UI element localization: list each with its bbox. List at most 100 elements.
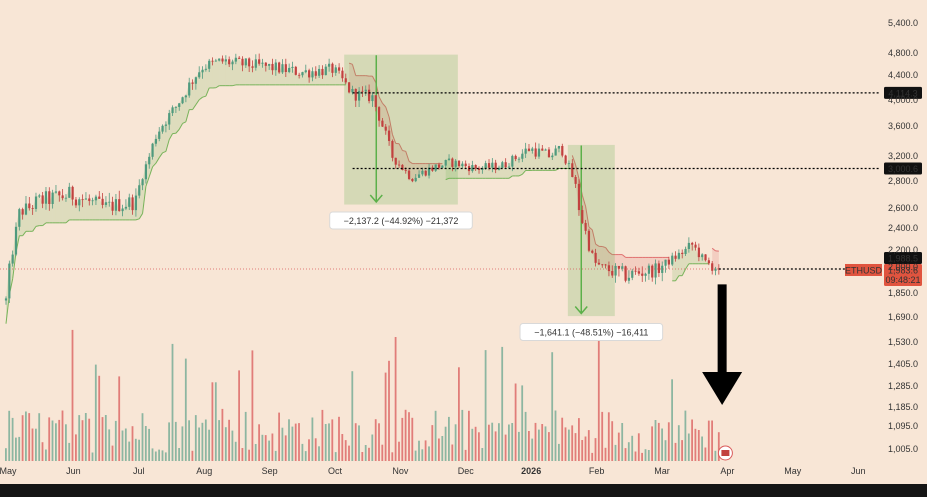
volume-bar: [374, 419, 377, 461]
volume-bar: [541, 424, 544, 461]
trail-line: [205, 87, 210, 97]
candle-body: [627, 277, 631, 281]
volume-bar: [261, 434, 264, 461]
trail-line: [142, 186, 147, 214]
trail-line: [405, 151, 410, 162]
trail-fill: [235, 57, 240, 85]
trail-fill: [675, 252, 679, 281]
volume-bar: [498, 423, 500, 461]
current-price-tag: [884, 251, 922, 264]
volume-bar: [478, 432, 480, 461]
volume-bar: [198, 427, 200, 461]
trail-line: [681, 268, 686, 276]
y-tick-label: 1,005.0: [888, 444, 918, 454]
trail-fill: [462, 163, 466, 179]
trail-line: [595, 243, 600, 247]
trail-fill: [692, 244, 696, 264]
volume-bar: [35, 428, 37, 461]
candle-body: [501, 162, 504, 168]
candle-body: [321, 68, 324, 76]
volume-bar: [201, 422, 204, 461]
volume-bar: [717, 432, 720, 461]
y-tick-label: 1,405.0: [888, 359, 918, 369]
candle-body: [118, 199, 121, 212]
candle-body: [647, 265, 651, 274]
volume-bar: [41, 442, 44, 461]
volume-bar: [94, 364, 97, 461]
volume-bar: [98, 375, 101, 461]
us-flag-stripes-icon: [721, 450, 730, 456]
volume-bar: [294, 423, 297, 461]
volume-bar: [168, 422, 170, 461]
candle-body: [471, 164, 474, 172]
candle-body: [104, 202, 108, 205]
volume-bar: [45, 449, 47, 461]
trail-line: [521, 170, 527, 175]
candle-body: [101, 198, 104, 205]
volume-bar: [511, 423, 514, 461]
volume-bar: [378, 423, 380, 461]
trail-fill: [628, 257, 633, 278]
candle-body: [651, 265, 654, 278]
candle-body: [711, 263, 714, 271]
volume-bar: [581, 440, 584, 461]
candle-body: [121, 208, 124, 212]
volume-bar: [494, 431, 497, 461]
candle-body: [387, 130, 391, 141]
volume-bar: [571, 425, 574, 461]
trail-fill: [55, 191, 60, 223]
volume-bar: [657, 422, 660, 461]
trail-fill: [339, 70, 343, 85]
candle-body: [527, 148, 531, 151]
candle-body: [597, 262, 601, 265]
volume-bar: [138, 439, 140, 461]
reference-level-tag: [884, 162, 922, 175]
candle-body: [401, 164, 404, 170]
volume-bar: [101, 417, 104, 461]
candle-body: [84, 198, 88, 200]
volume-bar: [278, 412, 280, 461]
candle-body: [204, 68, 207, 70]
trail-fill: [89, 200, 93, 220]
volume-bar: [328, 423, 330, 461]
volume-bar: [441, 436, 444, 461]
trail-fill: [495, 167, 500, 179]
trail-fill: [119, 208, 123, 220]
candle-body: [24, 203, 28, 215]
x-tick-label: May: [784, 466, 802, 476]
trail-fill: [232, 57, 236, 86]
x-tick-label: Oct: [328, 466, 343, 476]
volume-bar: [61, 410, 64, 461]
trail-fill: [602, 246, 606, 266]
volume-bar: [418, 440, 420, 461]
candle-body: [21, 209, 24, 215]
volume-bar: [468, 410, 470, 461]
candle-body: [288, 67, 291, 72]
trail-fill: [525, 148, 529, 171]
candle-body: [178, 103, 181, 107]
candle-body: [461, 163, 464, 167]
candle-body: [404, 169, 407, 171]
candle-body: [641, 273, 644, 276]
volume-bar: [338, 416, 340, 461]
trail-fill: [562, 155, 566, 169]
candle-body: [214, 60, 217, 62]
candle-body: [341, 70, 344, 79]
volume-bar: [184, 358, 187, 461]
annotations: [702, 284, 743, 461]
candle-body: [164, 124, 167, 126]
volume-bar: [274, 450, 277, 461]
candle-body: [634, 270, 637, 272]
candle-body: [241, 58, 244, 66]
trail-line: [168, 133, 173, 140]
reference-levels: 4,114.3 3,000.6 1,988.5 ETHUSD 1,983.609:48:…: [0, 86, 922, 286]
volume-bar: [124, 428, 127, 461]
candle-body: [451, 158, 454, 167]
measurement-box: [567, 144, 615, 317]
candle-body: [228, 59, 231, 65]
volume-bar: [211, 382, 214, 461]
trail-fill: [85, 198, 90, 220]
candle-body: [537, 148, 541, 157]
volume-bar: [607, 412, 610, 461]
